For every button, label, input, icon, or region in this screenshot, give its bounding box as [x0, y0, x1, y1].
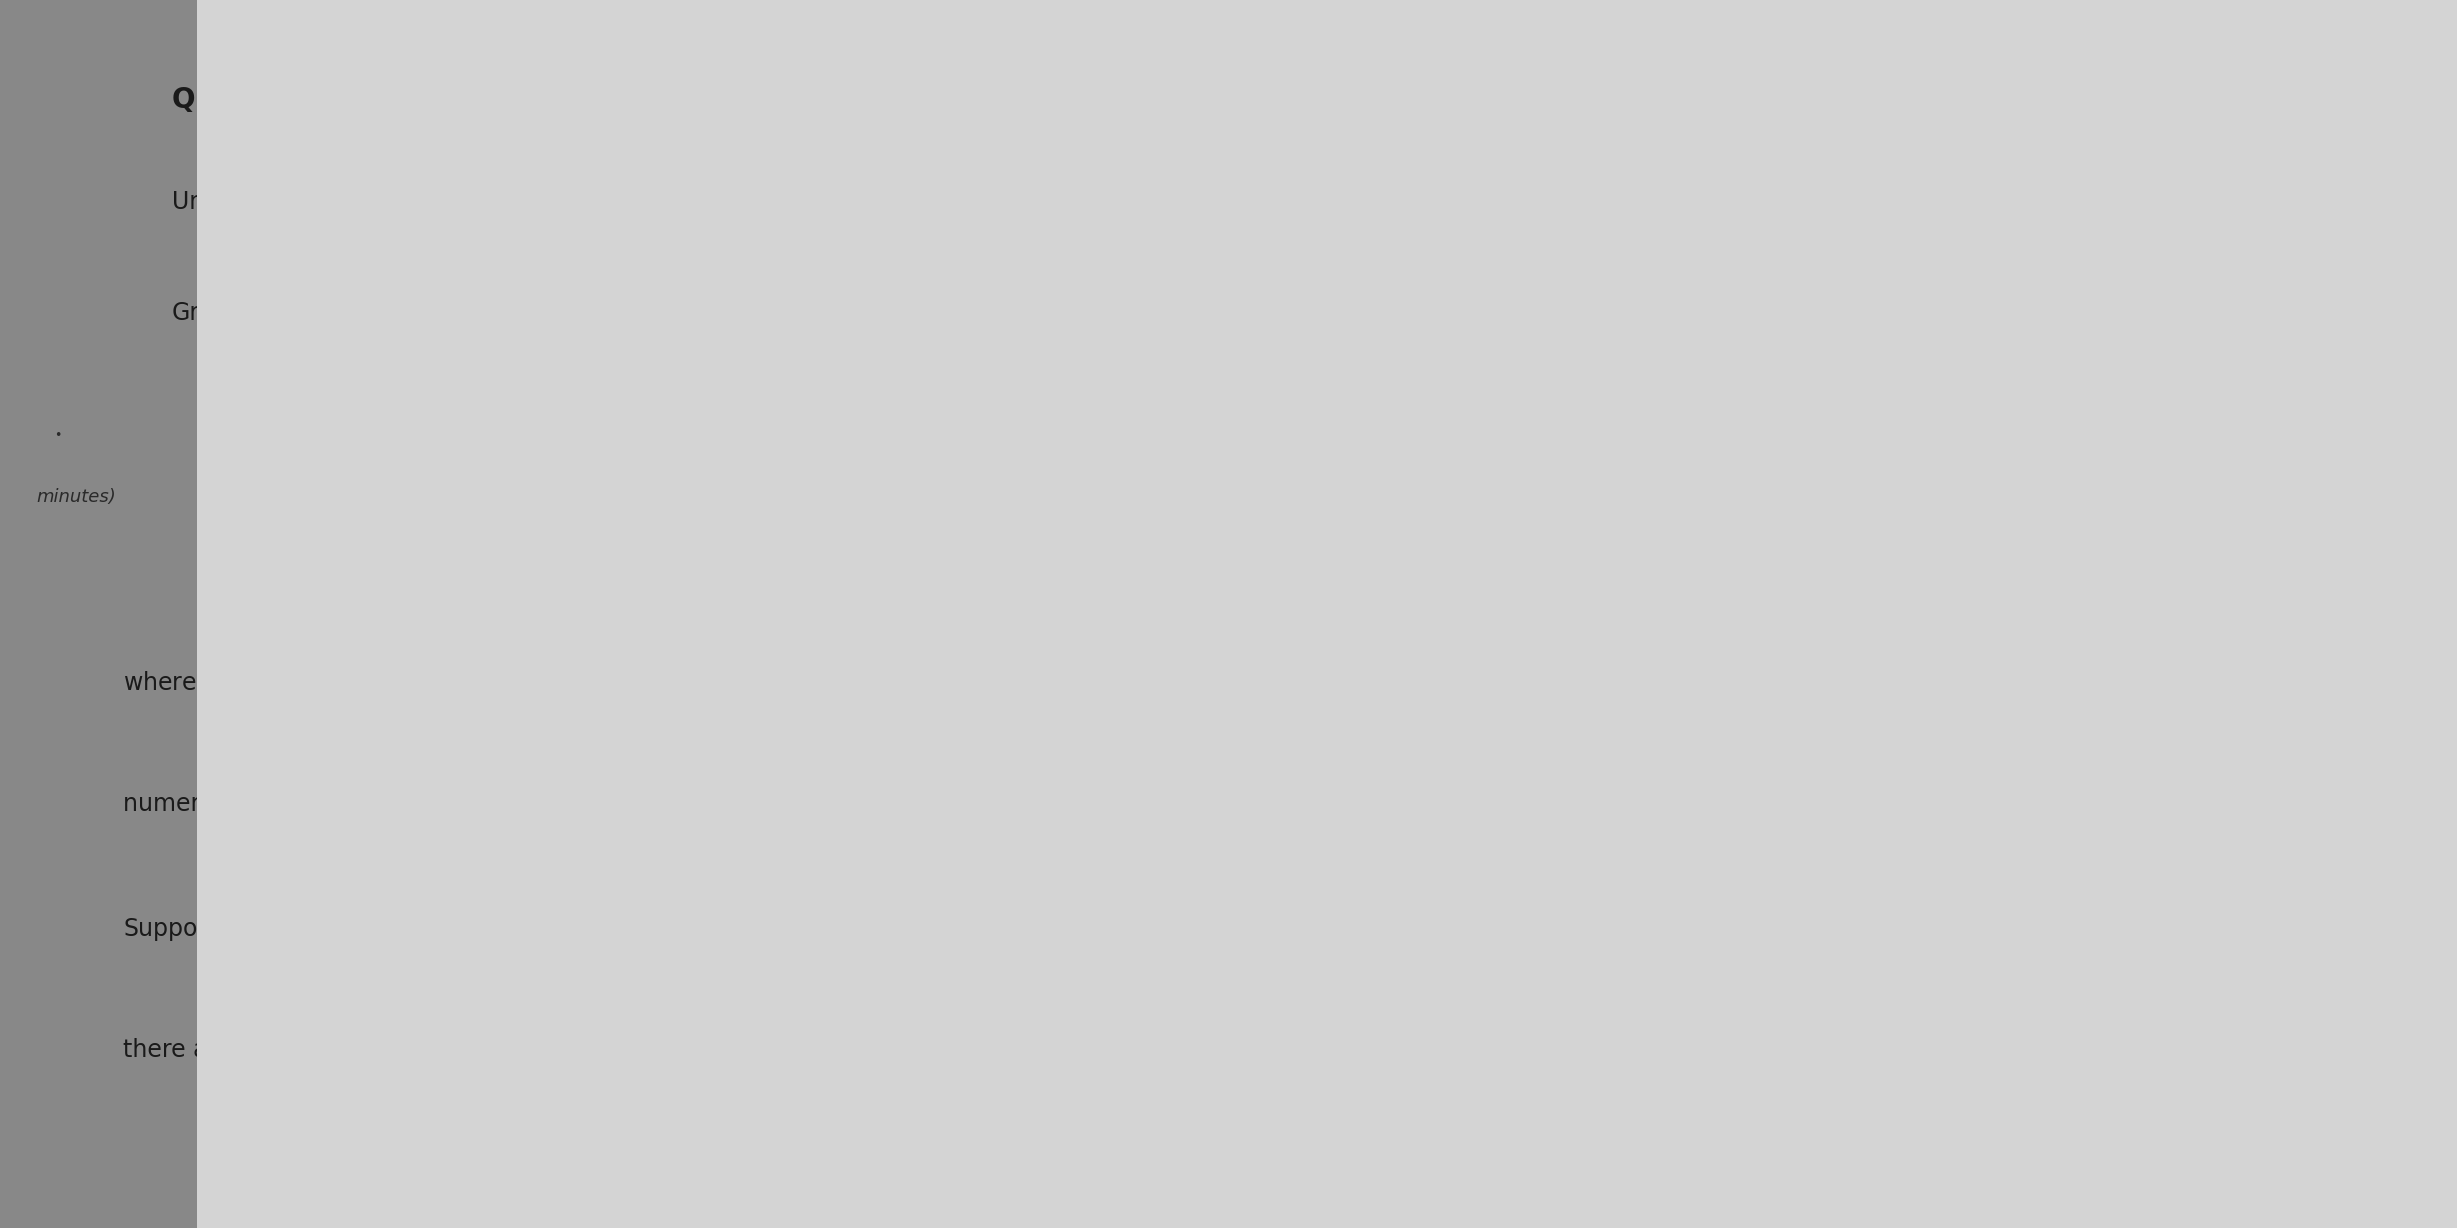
Text: minutes): minutes) [37, 489, 115, 506]
Text: Suppose 1000 bacteria are present initially. Calculate the value of $t$  (to the: Suppose 1000 bacteria are present initia… [123, 915, 1300, 943]
Text: there are 9000 number of bacteria.: there are 9000 number of bacteria. [123, 1038, 541, 1062]
Text: (10 marks): (10 marks) [2206, 1038, 2334, 1062]
Text: E. Coli: E. Coli [1135, 190, 1209, 215]
Text: •: • [54, 430, 61, 442]
Text: where $N_{\circ}$ is the initial number of bacteria and $t$  is the elapsed time: where $N_{\circ}$ is the initial number … [123, 669, 1263, 698]
Text: is modeled by the Law of Uninhibited: is modeled by the Law of Uninhibited [1248, 190, 1695, 215]
Text: $N(t) = N_{\circ}\,e^{kt}$: $N(t) = N_{\circ}\,e^{kt}$ [1120, 452, 1337, 494]
Text: numerous experiments, it has been determined that the doubling time of this orga: numerous experiments, it has been determ… [123, 792, 1334, 817]
Text: Question 2: Question 2 [172, 86, 342, 114]
Text: Under optimal conditions, the growth of a certain strain of: Under optimal conditions, the growth of … [172, 190, 867, 215]
Text: Growth,: Growth, [172, 301, 265, 325]
